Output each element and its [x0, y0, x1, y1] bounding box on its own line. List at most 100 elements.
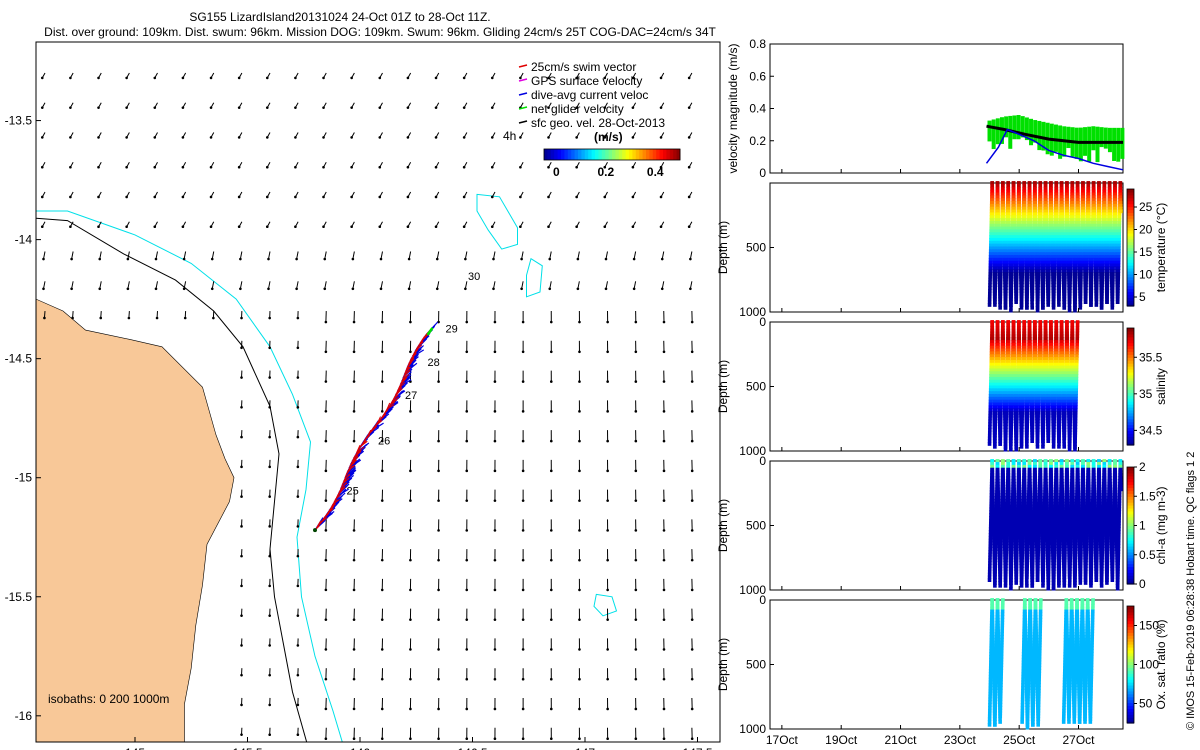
profile-point [1007, 209, 1011, 214]
profile-point [1044, 223, 1049, 228]
profile-point [1071, 357, 1075, 361]
profile-point [1062, 303, 1067, 307]
profile-point [1079, 260, 1084, 265]
profile-point [1028, 342, 1032, 347]
colorbar-segment [635, 149, 640, 160]
profile-point [1074, 368, 1079, 373]
profile-point [1033, 345, 1038, 350]
geo-arrowhead [690, 350, 694, 354]
profile-point [989, 237, 993, 242]
profile-point [1066, 263, 1071, 268]
profile-point [1049, 342, 1054, 347]
profile-point [1061, 388, 1065, 392]
geo-arrowhead [210, 257, 214, 261]
profile-point [1023, 379, 1028, 384]
profile-point [1053, 382, 1057, 387]
profile-point [1015, 391, 1020, 395]
profile-point [1073, 289, 1078, 293]
profile-point [998, 416, 1003, 421]
geo-arrowhead [380, 350, 384, 354]
profile-point [1060, 374, 1065, 378]
profile-point [991, 365, 995, 370]
profile-point [1044, 195, 1048, 199]
profile-point [1062, 291, 1067, 296]
geo-arrowhead [634, 558, 638, 562]
profile-point [1009, 408, 1014, 412]
geo-arrowhead [153, 76, 157, 80]
profile-point [1068, 266, 1073, 270]
profile-point [1026, 246, 1030, 251]
profile-point [1057, 297, 1061, 302]
profile-point [1001, 325, 1005, 330]
profile-point [1036, 391, 1041, 395]
profile-point [991, 218, 995, 222]
profile-point [1063, 391, 1068, 395]
profile-point [1021, 237, 1025, 242]
profile-point [1101, 226, 1106, 231]
geo-arrowhead [465, 677, 469, 681]
colorbar-segment [608, 149, 613, 160]
profile-point [1034, 382, 1039, 387]
profile-point [1114, 246, 1119, 251]
day-label: 29 [446, 323, 458, 335]
profile-point [997, 382, 1001, 387]
profile-point [1109, 243, 1113, 248]
profile-point [1009, 416, 1014, 421]
profile-point [1090, 260, 1094, 265]
colorbar-segment [1127, 247, 1134, 252]
profile-point [1021, 362, 1026, 367]
geo-arrowhead [153, 225, 157, 229]
profile-point [1026, 235, 1031, 239]
profile-point [998, 439, 1003, 443]
swim-vector [417, 341, 424, 347]
profile-point [1015, 269, 1019, 273]
profile-point [1074, 252, 1078, 256]
profile-point [1074, 266, 1078, 270]
profile-point [1007, 388, 1012, 392]
colorbar-tick-label: 25 [1139, 200, 1153, 214]
geo-arrowhead [437, 737, 440, 741]
profile-point [1010, 388, 1014, 392]
profile-point [1010, 371, 1015, 375]
profile-point [1063, 277, 1067, 282]
profile-point [1032, 226, 1036, 231]
profile-point [1092, 226, 1097, 231]
profile-point [989, 376, 993, 381]
swim-vector [375, 420, 383, 426]
profile-point [1013, 388, 1017, 392]
profile-point [1023, 348, 1027, 353]
geo-arrowhead [687, 225, 691, 229]
profile-point [996, 198, 1000, 202]
profile-point [1089, 294, 1093, 299]
profile-point [994, 365, 999, 370]
day-label: 25 [347, 485, 359, 497]
geo-arrowhead [70, 287, 73, 291]
profile-point [1026, 240, 1031, 245]
profile-point [1069, 371, 1074, 375]
geo-arrowhead [634, 529, 638, 532]
velocity-series-blue [985, 128, 1124, 171]
profile-point [1073, 300, 1077, 304]
map-xtick-label: 145.5 [232, 746, 262, 750]
profile-point [1041, 436, 1045, 441]
profile-point [1095, 274, 1099, 279]
profile-point [996, 240, 1001, 245]
geo-arrowhead [352, 648, 356, 651]
profile-point [1015, 408, 1019, 412]
profile-point [1037, 249, 1041, 253]
profile-point [1045, 249, 1049, 253]
profile-point [1081, 201, 1086, 205]
profile-point [1001, 348, 1006, 353]
profile-point [1090, 246, 1095, 251]
swim-vector [370, 425, 378, 433]
profile-point [996, 371, 1001, 375]
profile-point [1038, 195, 1043, 199]
profile-point [1089, 266, 1094, 270]
profile-point [1095, 257, 1100, 262]
profile-point [1003, 303, 1008, 307]
profile-point [1031, 235, 1036, 239]
profile-point [1038, 181, 1043, 185]
profile-point [1058, 385, 1063, 390]
profile-point [994, 385, 998, 390]
profile-point [1041, 442, 1045, 446]
